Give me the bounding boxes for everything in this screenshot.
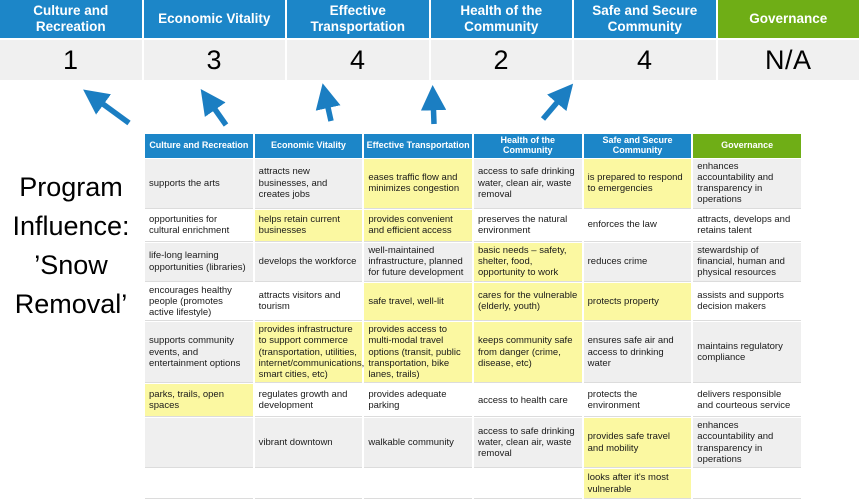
matrix-cell: parks, trails, open spaces xyxy=(145,384,253,417)
matrix-cell: provides infrastructure to support comme… xyxy=(255,322,363,383)
matrix-row-5: supports community events, and entertain… xyxy=(145,322,801,383)
matrix-cell: enhances accountability and transparency… xyxy=(693,159,801,209)
summary-header-5: Safe and Secure Community xyxy=(574,0,716,38)
summary-score-3: 4 xyxy=(287,40,429,80)
matrix-cell: attracts, develops and retains talent xyxy=(693,210,801,242)
matrix-cell: well-maintained infrastructure, planned … xyxy=(364,243,472,282)
matrix-cell: walkable community xyxy=(364,418,472,468)
summary-header-1: Culture and Recreation xyxy=(0,0,142,38)
influence-arrow-3 xyxy=(325,94,331,121)
matrix-cell: enhances accountability and transparency… xyxy=(693,418,801,468)
matrix-cell xyxy=(474,469,582,499)
matrix-cell: reduces crime xyxy=(584,243,692,282)
matrix-cell: helps retain current businesses xyxy=(255,210,363,242)
influence-arrow-1 xyxy=(92,96,129,123)
influence-arrow-2 xyxy=(207,98,226,125)
matrix-cell: provides convenient and efficient access xyxy=(364,210,472,242)
matrix-cell: enforces the law xyxy=(584,210,692,242)
matrix-cell: access to safe drinking water, clean air… xyxy=(474,159,582,209)
matrix-cell xyxy=(364,469,472,499)
matrix-cell: develops the workforce xyxy=(255,243,363,282)
matrix-cell xyxy=(693,469,801,499)
summary-header-3: Effective Transportation xyxy=(287,0,429,38)
matrix-cell: safe travel, well-lit xyxy=(364,283,472,322)
matrix-cell: regulates growth and development xyxy=(255,384,363,417)
matrix-header-4: Health of the Community xyxy=(474,134,582,158)
matrix-cell: keeps community safe from danger (crime,… xyxy=(474,322,582,383)
summary-score-6: N/A xyxy=(718,40,859,80)
page-title-line: Influence: xyxy=(0,207,142,246)
matrix-header-6: Governance xyxy=(693,134,801,158)
matrix-cell: preserves the natural environment xyxy=(474,210,582,242)
matrix-cell xyxy=(145,469,253,499)
matrix-row-4: encourages healthy people (promotes acti… xyxy=(145,283,801,322)
matrix-cell: eases traffic flow and minimizes congest… xyxy=(364,159,472,209)
page-title-line: Program xyxy=(0,168,142,207)
matrix-cell: ensures safe air and access to drinking … xyxy=(584,322,692,383)
matrix-cell: supports the arts xyxy=(145,159,253,209)
matrix-header-5: Safe and Secure Community xyxy=(584,134,692,158)
matrix-cell: opportunities for cultural enrichment xyxy=(145,210,253,242)
matrix-cell: is prepared to respond to emergencies xyxy=(584,159,692,209)
influence-arrow-4 xyxy=(433,96,434,124)
summary-score-4: 2 xyxy=(431,40,573,80)
matrix-header-1: Culture and Recreation xyxy=(145,134,253,158)
matrix-cell: life-long learning opportunities (librar… xyxy=(145,243,253,282)
summary-header-4: Health of the Community xyxy=(431,0,573,38)
matrix-cell: attracts visitors and tourism xyxy=(255,283,363,322)
matrix-cell xyxy=(255,469,363,499)
page-title-line: ’Snow xyxy=(0,246,142,285)
summary-score-2: 3 xyxy=(144,40,286,80)
matrix-cell: vibrant downtown xyxy=(255,418,363,468)
matrix-cell: delivers responsible and courteous servi… xyxy=(693,384,801,417)
matrix-cell: basic needs – safety, shelter, food, opp… xyxy=(474,243,582,282)
matrix-cell: attracts new businesses, and creates job… xyxy=(255,159,363,209)
matrix-cell: maintains regulatory compliance xyxy=(693,322,801,383)
matrix-cell: provides safe travel and mobility xyxy=(584,418,692,468)
matrix-row-8: looks after it's most vulnerable xyxy=(145,469,801,499)
matrix-cell xyxy=(145,418,253,468)
matrix-cell: cares for the vulnerable (elderly, youth… xyxy=(474,283,582,322)
matrix-cell: stewardship of financial, human and phys… xyxy=(693,243,801,282)
matrix-header-2: Economic Vitality xyxy=(255,134,363,158)
summary-score-1: 1 xyxy=(0,40,142,80)
page-title-line: Removal’ xyxy=(0,285,142,324)
matrix-row-3: life-long learning opportunities (librar… xyxy=(145,243,801,282)
matrix-cell: looks after it's most vulnerable xyxy=(584,469,692,499)
matrix-header-3: Effective Transportation xyxy=(364,134,472,158)
matrix-cell: encourages healthy people (promotes acti… xyxy=(145,283,253,322)
matrix-cell: supports community events, and entertain… xyxy=(145,322,253,383)
matrix-cell: access to safe drinking water, clean air… xyxy=(474,418,582,468)
matrix-cell: assists and supports decision makers xyxy=(693,283,801,322)
summary-score-5: 4 xyxy=(574,40,716,80)
summary-header-6: Governance xyxy=(718,0,859,38)
summary-header-2: Economic Vitality xyxy=(144,0,286,38)
matrix-cell: access to health care xyxy=(474,384,582,417)
matrix-cell: provides access to multi-modal travel op… xyxy=(364,322,472,383)
matrix-cell: provides adequate parking xyxy=(364,384,472,417)
influence-arrow-5 xyxy=(543,92,566,119)
matrix-cell: protects the environment xyxy=(584,384,692,417)
matrix-cell: protects property xyxy=(584,283,692,322)
